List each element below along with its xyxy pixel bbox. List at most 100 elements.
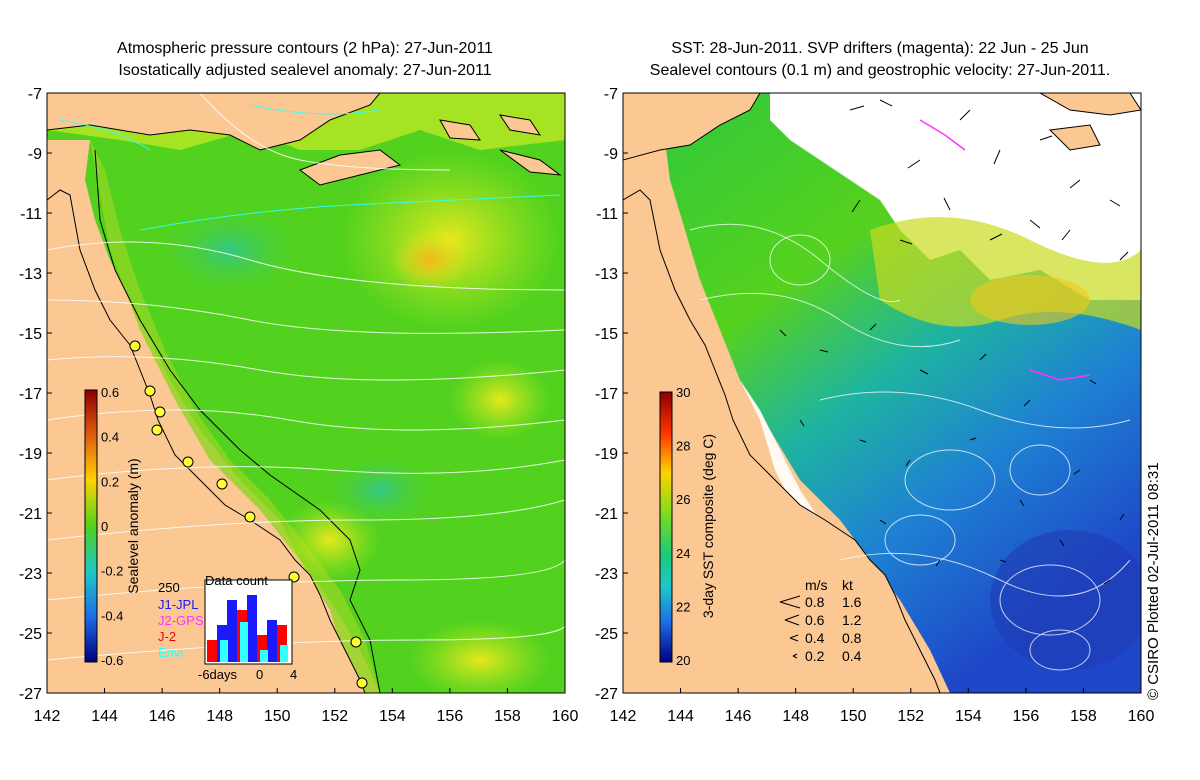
- right-x-tick-label: 150: [840, 708, 867, 725]
- left-y-tick-label: -7: [28, 86, 42, 103]
- left-y-tick-label: -11: [20, 206, 42, 223]
- left-cyan-contours: [59, 104, 561, 231]
- right-png-land: [623, 93, 761, 161]
- right-colorbar-tick-label: 28: [676, 439, 690, 454]
- right-x-tick-label: 146: [725, 708, 752, 725]
- right-y-tick-label: -13: [595, 266, 618, 283]
- left-island-1: [298, 149, 402, 186]
- right-colorbar-label: 3-day SST composite (deg C): [700, 434, 716, 618]
- right-warm-patch: [970, 275, 1090, 325]
- velocity-legend-row-4-ms: 0.2: [805, 648, 825, 664]
- left-shelf-edge: [94, 149, 381, 693]
- data-count-x-end: 4: [290, 667, 297, 682]
- left-x-tick-label: 144: [91, 708, 118, 725]
- velocity-legend-row-3-kt: 0.8: [842, 630, 862, 646]
- right-y-tick-label: -17: [595, 386, 618, 403]
- left-x-tick-label: 150: [264, 708, 291, 725]
- left-png-land: [47, 93, 381, 151]
- right-y-tick-label: -11: [596, 206, 618, 223]
- right-sealevel-contours: [689, 223, 1131, 671]
- left-map-title: Atmospheric pressure contours (2 hPa): 2…: [40, 38, 570, 82]
- right-colorbar-tick-label: 24: [676, 546, 690, 561]
- right-colorbar-tick-label: 26: [676, 492, 690, 507]
- data-count-max-label: 250: [158, 580, 180, 595]
- left-colorbar: [84, 389, 98, 663]
- left-y-tick-label: -19: [19, 446, 42, 463]
- right-x-axis: 142 144 146 148 150 152 154 156 158 160: [610, 688, 1154, 725]
- left-x-tick-label: 152: [321, 708, 348, 725]
- left-y-tick-label: -15: [19, 326, 42, 343]
- left-y-axis: -7 -9 -11 -13 -15 -17 -19 -21 -23 -25 -27: [19, 86, 52, 703]
- left-y-tick-label: -23: [19, 566, 42, 583]
- left-low-anomaly-c: [320, 450, 440, 530]
- right-cloud-coast: [740, 380, 830, 545]
- right-y-tick-label: -9: [604, 146, 618, 163]
- right-title-line-1: SST: 28-Jun-2011. SVP drifters (magenta)…: [671, 40, 1089, 57]
- left-colorbar-tick-label: 0.6: [101, 385, 119, 400]
- right-cold-patch: [990, 530, 1141, 670]
- left-y-tick-label: -9: [28, 146, 42, 163]
- left-y-tick-label: -27: [19, 686, 42, 703]
- left-high-anomaly-e: [450, 360, 550, 440]
- right-velocity-vectors: [779, 99, 1129, 585]
- data-count-legend-j2: J-2: [158, 629, 176, 644]
- left-australia-land: [47, 189, 366, 693]
- right-y-tick-label: -27: [595, 686, 618, 703]
- left-y-tick-label: -25: [19, 626, 42, 643]
- left-x-tick-label: 158: [494, 708, 521, 725]
- left-x-tick-label: 142: [34, 708, 61, 725]
- left-colorbar-tick-label: -0.2: [101, 564, 123, 579]
- left-x-axis: 142 144 146 148 150 152 154 156 158 160: [34, 688, 579, 725]
- right-y-tick-label: -21: [595, 506, 618, 523]
- data-count-legend-envi: Envi: [158, 645, 183, 660]
- right-drifter-tracks: [919, 119, 1091, 381]
- velocity-legend-kt-header: kt: [842, 577, 853, 593]
- right-x-tick-label: 142: [610, 708, 637, 725]
- right-y-axis: -7 -9 -11 -13 -15 -17 -19 -21 -23 -25 -27: [595, 86, 628, 703]
- velocity-legend-ms-header: m/s: [805, 577, 828, 593]
- left-title-line-2: Isostatically adjusted sealevel anomaly:…: [118, 62, 492, 79]
- data-count-x-zero: 0: [256, 667, 263, 682]
- left-colorbar-tick-label: 0: [101, 519, 108, 534]
- left-x-tick-label: 146: [149, 708, 176, 725]
- data-count-legend-j1: J1-JPL: [158, 597, 198, 612]
- right-title-line-2: Sealevel contours (0.1 m) and geostrophi…: [649, 62, 1111, 79]
- data-count-inset: [204, 579, 293, 665]
- data-count-x-start: -6days: [198, 667, 238, 682]
- left-colorbar-label: Sealevel anomaly (m): [125, 458, 141, 593]
- left-island-4: [498, 114, 542, 136]
- data-count-legend-j2gps: J2-GPS: [158, 613, 204, 628]
- left-island-3: [499, 149, 562, 176]
- right-x-tick-label: 148: [782, 708, 809, 725]
- right-colorbar-ticks: 30 28 26 24 22 20: [676, 385, 690, 668]
- data-count-title: Data count: [205, 573, 268, 588]
- velocity-legend-row-2-ms: 0.6: [805, 612, 825, 628]
- csiro-credit: © CSIRO Plotted 02-Jul-2011 08:31: [1145, 462, 1162, 700]
- right-x-tick-label: 158: [1070, 708, 1097, 725]
- left-title-line-1: Atmospheric pressure contours (2 hPa): 2…: [117, 40, 493, 57]
- left-x-tick-label: 160: [552, 708, 579, 725]
- right-colorbar-tick-label: 30: [676, 385, 690, 400]
- left-x-tick-label: 148: [206, 708, 233, 725]
- right-y-tick-label: -19: [595, 446, 618, 463]
- left-colorbar-tick-label: -0.6: [101, 653, 123, 668]
- left-x-tick-label: 156: [437, 708, 464, 725]
- velocity-legend-arrows: [779, 595, 801, 659]
- right-map-title: SST: 28-Jun-2011. SVP drifters (magenta)…: [600, 38, 1160, 82]
- left-y-tick-label: -13: [19, 266, 42, 283]
- left-high-anomaly-se: [410, 620, 550, 693]
- left-y-tick-label: -17: [19, 386, 42, 403]
- velocity-legend-row-3-ms: 0.4: [805, 630, 825, 646]
- right-x-tick-label: 152: [897, 708, 924, 725]
- right-y-tick-label: -15: [595, 326, 618, 343]
- right-cloud-north: [770, 93, 1141, 300]
- velocity-legend-row-2-kt: 1.2: [842, 612, 862, 628]
- left-colorbar-tick-label: 0.4: [101, 430, 119, 445]
- right-y-tick-label: -7: [604, 86, 618, 103]
- left-map: [47, 93, 565, 693]
- velocity-legend-row-1-ms: 0.8: [805, 594, 825, 610]
- left-island-2: [439, 119, 481, 141]
- right-x-tick-label: 156: [1013, 708, 1040, 725]
- right-colorbar-tick-label: 20: [676, 653, 690, 668]
